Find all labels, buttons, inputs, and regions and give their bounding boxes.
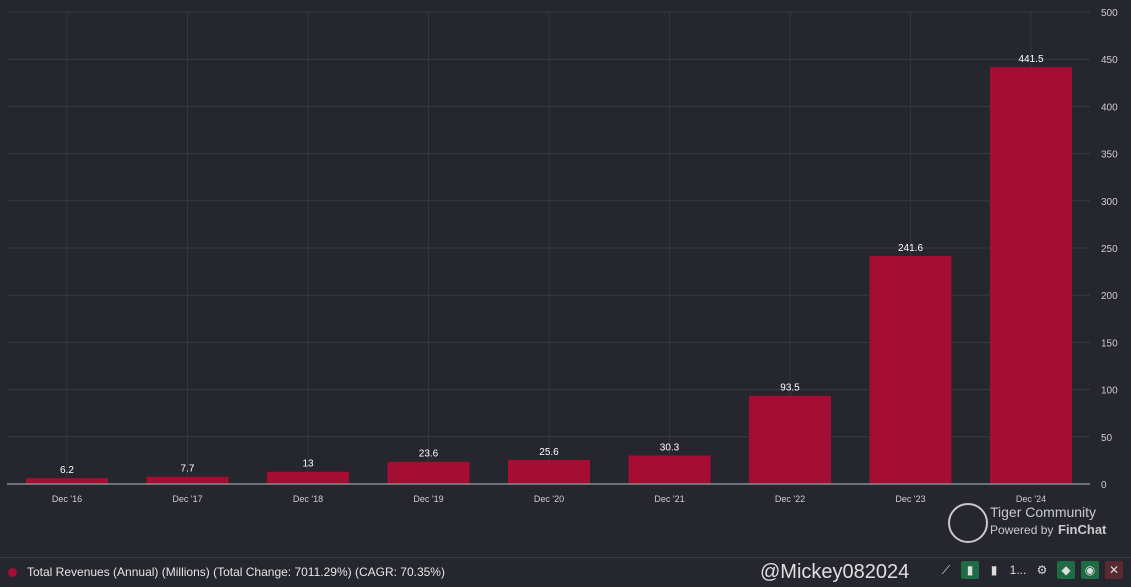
x-tick-label: Dec '20 [534, 494, 564, 504]
y-tick-label: 400 [1101, 102, 1118, 113]
x-tick-label: Dec '16 [52, 494, 82, 504]
bar [869, 255, 952, 484]
bar [508, 459, 590, 484]
x-tick-label: Dec '23 [895, 494, 925, 504]
bar [387, 461, 470, 484]
close-icon[interactable]: ✕ [1105, 561, 1123, 579]
data-label: 13 [302, 459, 314, 470]
y-tick-label: 150 [1101, 338, 1118, 349]
y-tick-label: 0 [1101, 480, 1107, 491]
legend: Total Revenues (Annual) (Millions) (Tota… [0, 557, 1131, 587]
bars-icon[interactable]: ▮ [990, 563, 998, 577]
watermark-powered-by: Powered by [990, 523, 1054, 537]
data-label: 23.6 [419, 449, 439, 460]
y-tick-label: 250 [1101, 244, 1118, 255]
data-label: 241.6 [898, 243, 923, 254]
x-tick-label: Dec '18 [293, 494, 323, 504]
x-tick-label: Dec '19 [413, 494, 443, 504]
bar-chart-icon[interactable]: ▮ [961, 561, 979, 579]
x-tick-label: Dec '21 [654, 494, 684, 504]
bar [267, 471, 349, 484]
bar [749, 395, 831, 484]
legend-label[interactable]: Total Revenues (Annual) (Millions) (Tota… [27, 565, 445, 579]
watermark-user: @Mickey082024 [760, 561, 910, 583]
tag-icon[interactable]: ◆ [1057, 561, 1075, 579]
data-label: 7.7 [181, 464, 195, 475]
y-tick-label: 100 [1101, 386, 1118, 397]
y-tick-label: 300 [1101, 197, 1118, 208]
legend-marker [8, 568, 17, 577]
bar [628, 455, 711, 484]
y-tick-label: 500 [1101, 8, 1118, 19]
data-label: 30.3 [660, 442, 680, 453]
gear-icon[interactable]: ⚙ [1036, 563, 1048, 577]
bar [990, 67, 1072, 484]
y-tick-label: 350 [1101, 150, 1118, 161]
eye-icon[interactable]: ◉ [1081, 561, 1099, 579]
data-label: 6.2 [60, 465, 74, 476]
tiger-logo-icon [948, 503, 988, 543]
data-label: 441.5 [1018, 54, 1043, 65]
bar [26, 478, 108, 484]
data-label: 25.6 [539, 447, 559, 458]
watermark-brand: Tiger Community [990, 504, 1097, 520]
bar-chart: 0 50 100 150 200 250 300 350 400 450 500 6.2 Dec '16… [7, 8, 1118, 504]
x-tick-label: Dec '17 [172, 494, 202, 504]
y-tick-label: 200 [1101, 291, 1118, 302]
chart-toolbar: ⟋ ▮ ▮ 1... ⚙ ◆ ◉ ✕ [937, 561, 1123, 579]
x-tick-label: Dec '24 [1016, 494, 1046, 504]
watermark-finchat: FinChat [1058, 522, 1107, 537]
bar [146, 476, 229, 484]
trend-icon[interactable]: ⟋ [941, 562, 951, 577]
y-tick-label: 450 [1101, 55, 1118, 66]
y-tick-label: 50 [1101, 433, 1113, 444]
more-button[interactable]: 1... [1009, 563, 1027, 577]
x-tick-label: Dec '22 [775, 494, 805, 504]
data-label: 93.5 [780, 383, 800, 394]
